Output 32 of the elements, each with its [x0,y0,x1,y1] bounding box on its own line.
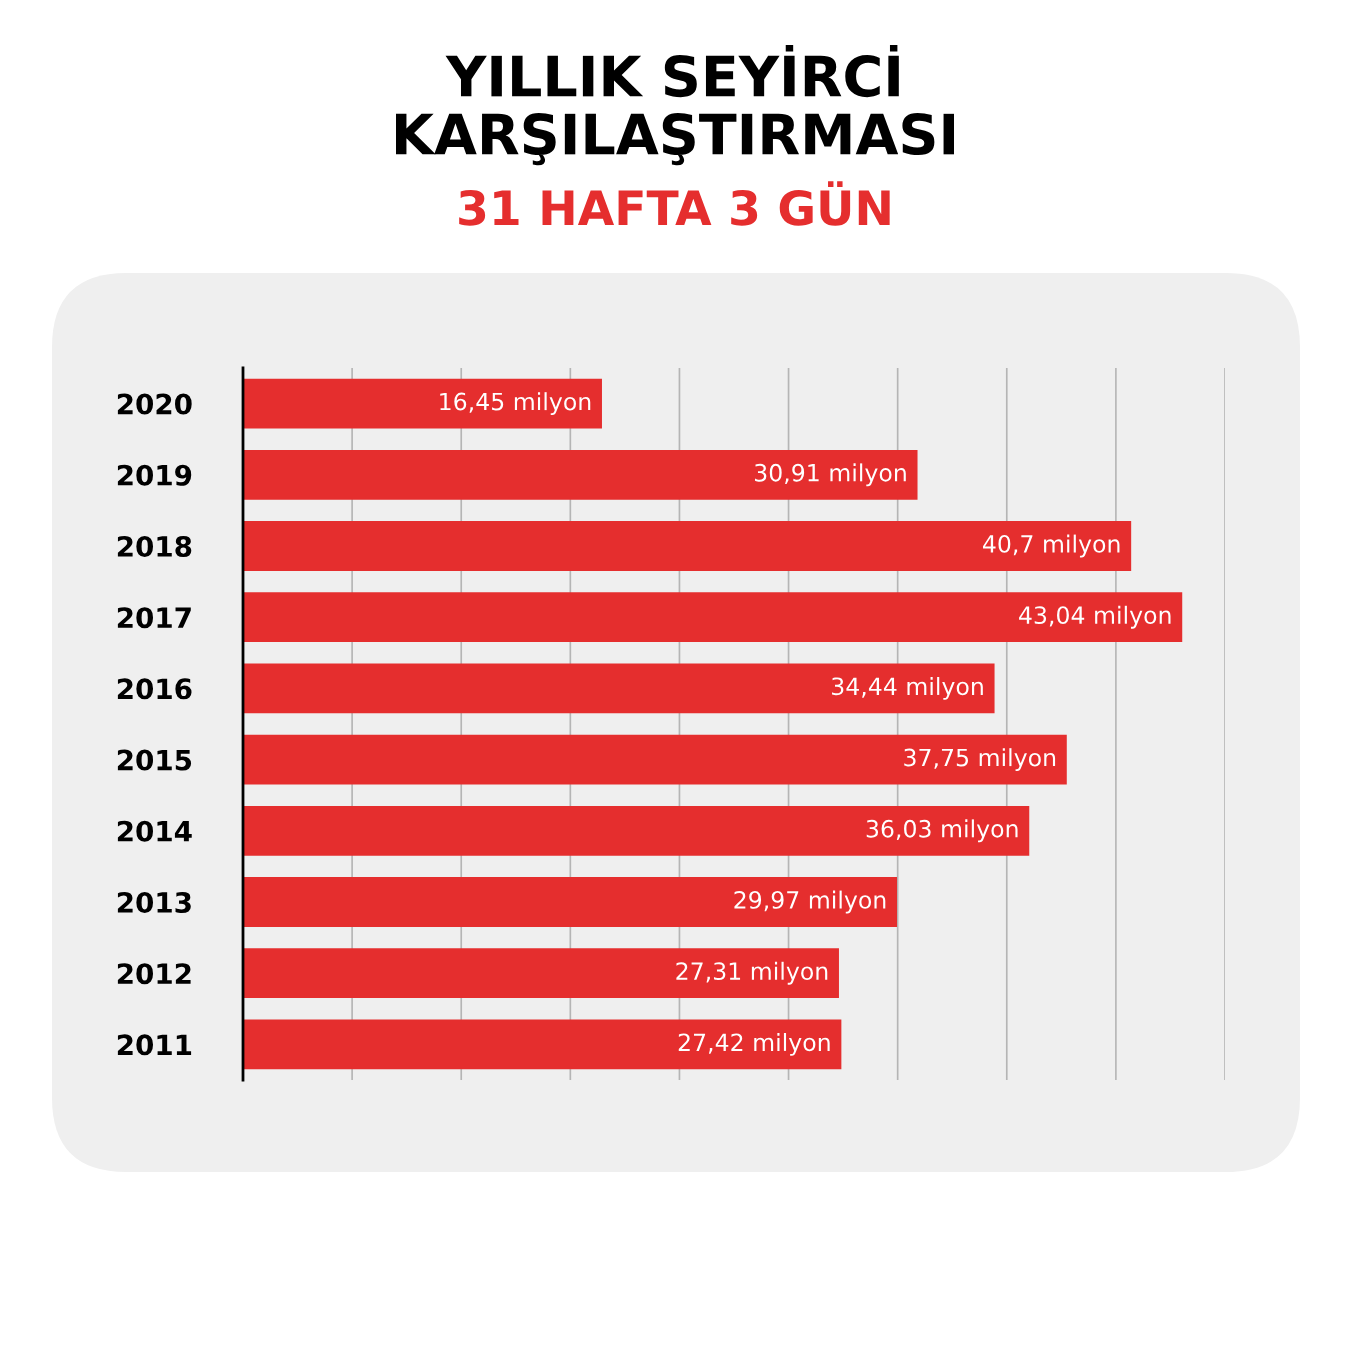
y-tick-label: 2014 [117,820,192,842]
y-tick-label: 2011 [117,1034,192,1056]
data-label: 27,31 milyon [676,961,828,985]
data-label: 27,42 milyon [678,1032,830,1056]
bar [243,877,898,927]
data-label: 30,91 milyon [755,463,906,487]
y-tick-label: 2013 [117,891,191,913]
data-label: 34,44 milyon [832,676,983,700]
bar [243,449,918,500]
data-label: 36,03 milyon [866,819,1018,843]
bar [243,378,602,429]
chart-subtitle: 31 HAFTA 3 GÜN [459,181,890,226]
bar [243,521,1132,571]
y-tick-label: 2012 [117,963,191,985]
bar [243,1019,842,1070]
y-tick-label: 2018 [117,535,192,557]
y-tick-label: 2015 [117,749,192,771]
bar [243,592,1183,643]
y-tick-label: 2020 [117,393,192,415]
y-tick-label: 2016 [117,678,192,700]
data-label: 40,7 milyon [983,534,1120,558]
data-label: 29,97 milyon [734,890,886,914]
data-label: 37,75 milyon [904,748,1056,772]
data-label: 16,45 milyon [440,392,591,416]
bar [243,734,1067,785]
bar [243,805,1030,856]
bar [243,663,995,714]
chart-title: YILLIK SEYİRCİ KARŞILAŞTIRMASI [396,44,954,166]
y-tick-label: 2017 [117,607,191,629]
data-label: 43,04 milyon [1019,605,1171,629]
bar [243,948,839,999]
y-tick-label: 2019 [117,464,192,486]
